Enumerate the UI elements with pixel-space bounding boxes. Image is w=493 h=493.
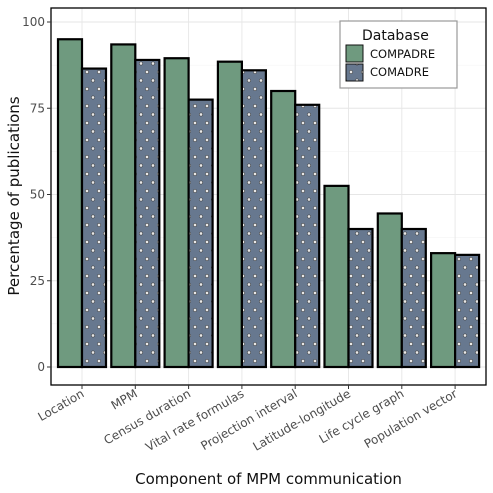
y-axis-ticks: 0 25 50 75 100 bbox=[22, 15, 51, 374]
legend-label-compadre: COMPADRE bbox=[370, 47, 435, 61]
x-axis-title: Component of MPM communication bbox=[135, 470, 402, 488]
bars bbox=[56, 38, 481, 369]
x-tick-label: Projection interval bbox=[198, 386, 299, 453]
y-axis-title: Percentage of publications bbox=[5, 96, 23, 295]
legend: Database COMPADRE COMADRE bbox=[339, 20, 458, 89]
bar-compadre-0 bbox=[56, 38, 84, 369]
bar-comadre-4 bbox=[294, 103, 321, 369]
y-tick-label: 0 bbox=[37, 360, 45, 374]
x-tick-label: Latitude-longitude bbox=[251, 386, 353, 453]
x-tick-label: MPM bbox=[109, 386, 140, 412]
bar-comadre-6 bbox=[400, 227, 427, 369]
bar-compadre-3 bbox=[216, 60, 243, 369]
bar-compadre-1 bbox=[110, 43, 137, 369]
bar-compadre-2 bbox=[163, 57, 190, 369]
bar-comadre-2 bbox=[187, 98, 214, 369]
bar-comadre-0 bbox=[80, 67, 108, 369]
bar-comadre-5 bbox=[347, 227, 374, 369]
plot-border bbox=[50, 7, 487, 386]
x-tick-label: Vital rate formulas bbox=[143, 386, 246, 454]
bar-compadre-5 bbox=[323, 184, 350, 369]
legend-swatch-compadre bbox=[345, 44, 364, 63]
bar-comadre-7 bbox=[454, 253, 481, 369]
bar-comadre-3 bbox=[240, 69, 267, 369]
x-tick-label: Location bbox=[36, 386, 87, 424]
y-tick-label: 25 bbox=[30, 274, 45, 288]
x-tick-label: Population vector bbox=[362, 386, 460, 451]
legend-swatch-comadre bbox=[345, 63, 364, 82]
y-tick-label: 75 bbox=[30, 101, 45, 115]
y-tick-label: 50 bbox=[30, 188, 45, 202]
bar-comadre-1 bbox=[134, 58, 161, 369]
bar-compadre-6 bbox=[376, 212, 403, 369]
legend-title: Database bbox=[362, 28, 429, 44]
y-tick-label: 100 bbox=[22, 15, 45, 29]
bar-compadre-7 bbox=[430, 252, 457, 369]
legend-label-comadre: COMADRE bbox=[370, 65, 429, 79]
bar-compadre-4 bbox=[270, 89, 297, 369]
